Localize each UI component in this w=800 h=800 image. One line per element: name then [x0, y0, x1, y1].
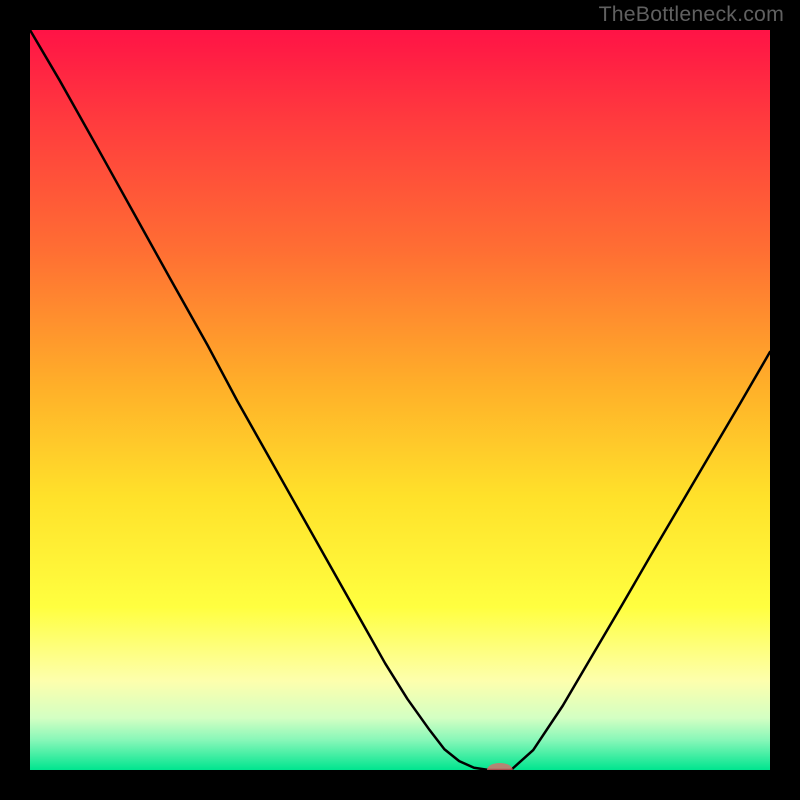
chart-svg — [0, 0, 800, 800]
chart-background — [30, 30, 770, 770]
source-watermark: TheBottleneck.com — [599, 2, 784, 27]
bottleneck-chart: TheBottleneck.com — [0, 0, 800, 800]
